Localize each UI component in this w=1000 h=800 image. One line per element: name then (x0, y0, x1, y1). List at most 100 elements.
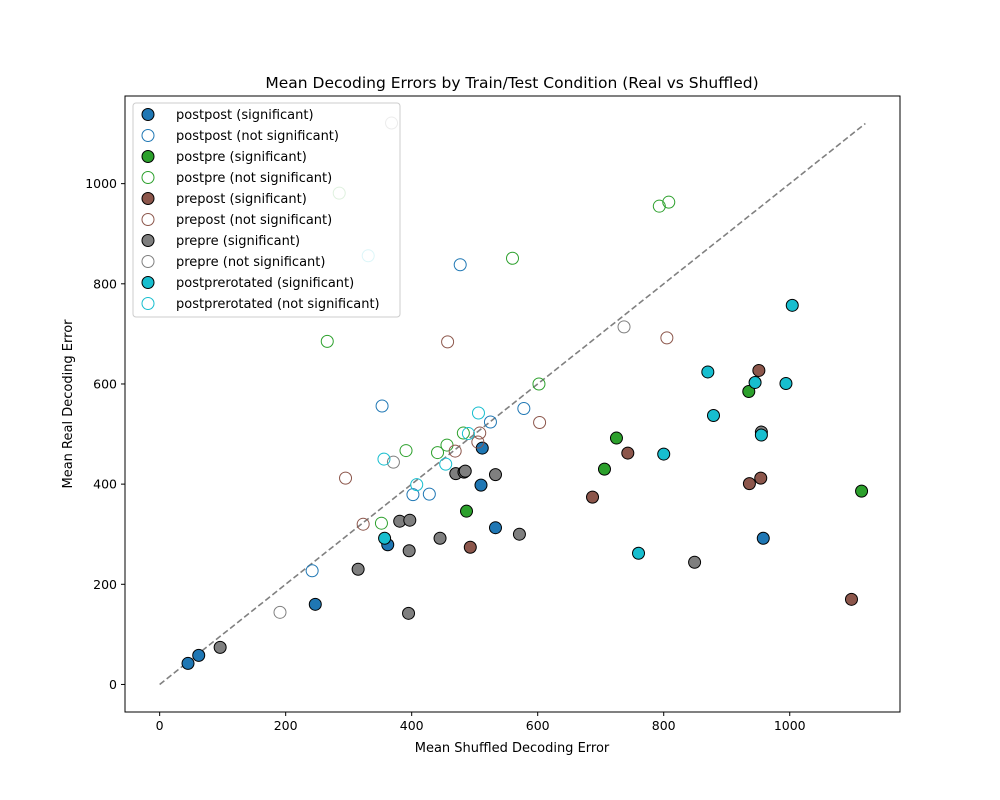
data-point-not-significant (273, 605, 287, 619)
data-point-not-significant (339, 471, 353, 485)
series-2 (460, 384, 869, 518)
series-4 (463, 363, 858, 606)
data-point-not-significant (473, 426, 487, 440)
legend-label: postpre (significant) (176, 150, 307, 165)
series-5 (339, 331, 674, 531)
legend-marker (141, 276, 155, 289)
series-8 (378, 298, 799, 560)
data-point-not-significant (517, 402, 531, 416)
series-3 (320, 186, 676, 530)
data-point-significant (844, 592, 858, 606)
data-point-significant (748, 375, 762, 389)
data-point-significant (463, 540, 477, 554)
series-1 (305, 258, 531, 578)
legend-frame (132, 102, 401, 318)
data-point-significant (192, 648, 206, 662)
x-tick-label: 0 (156, 718, 164, 733)
data-point-significant (742, 384, 756, 398)
data-point-significant (756, 531, 770, 545)
legend-marker (141, 192, 155, 205)
legend-marker (141, 213, 155, 226)
y-tick-label: 0 (109, 677, 117, 692)
data-point-not-significant (377, 452, 391, 466)
data-point-significant (351, 562, 365, 576)
y-tick-label: 1000 (85, 176, 117, 191)
data-point-significant (609, 431, 623, 445)
data-point-significant (688, 555, 702, 569)
data-point-significant (754, 428, 768, 442)
legend-marker (141, 255, 155, 268)
x-tick-label: 600 (526, 718, 550, 733)
data-point-significant (474, 478, 488, 492)
y-axis-label: Mean Real Decoding Error (61, 319, 76, 489)
legend-marker (141, 234, 155, 247)
data-point-not-significant (617, 320, 631, 334)
legend-label: prepre (not significant) (176, 255, 325, 270)
data-point-not-significant (453, 258, 467, 272)
y-tick-label: 400 (93, 477, 117, 492)
data-point-significant (742, 477, 756, 491)
data-point-significant (458, 464, 472, 478)
data-point-significant (181, 656, 195, 670)
data-point-not-significant (386, 455, 400, 469)
data-point-significant (586, 490, 600, 504)
legend-label: postprerotated (significant) (176, 276, 354, 291)
data-point-not-significant (439, 457, 453, 471)
data-point-significant (433, 531, 447, 545)
data-point-not-significant (374, 516, 388, 530)
legend-label: prepost (not significant) (176, 213, 332, 228)
data-point-significant (460, 504, 474, 518)
plot-frame (124, 95, 901, 713)
data-point-significant (488, 468, 502, 482)
legend-marker (141, 297, 155, 310)
data-point-significant (597, 462, 611, 476)
data-point-not-significant (532, 377, 546, 391)
data-point-significant (213, 640, 227, 654)
legend-label: postprerotated (not significant) (176, 297, 380, 312)
data-point-not-significant (662, 195, 676, 209)
legend: postpost (significant) postpost (not sign… (132, 102, 401, 318)
data-point-significant (403, 513, 417, 527)
legend-label: postpost (significant) (176, 108, 314, 123)
x-tick-label: 1000 (774, 718, 806, 733)
data-point-significant (378, 531, 392, 545)
data-point-significant (855, 484, 869, 498)
data-point-significant (512, 527, 526, 541)
y-axis: 0 200 400 600 800 1000 (85, 176, 125, 692)
x-tick-label: 200 (274, 718, 298, 733)
x-tick-label: 800 (652, 718, 676, 733)
data-point-significant (621, 446, 635, 460)
data-point-not-significant (652, 199, 666, 213)
legend-label: prepost (significant) (176, 192, 307, 207)
legend-marker (141, 150, 155, 163)
series-6 (213, 425, 768, 654)
data-point-significant (402, 606, 416, 620)
x-axis-label: Mean Shuffled Decoding Error (415, 741, 610, 756)
data-point-significant (308, 597, 322, 611)
x-tick-label: 400 (400, 718, 424, 733)
data-point-significant (488, 521, 502, 535)
x-axis: 0 200 400 600 800 1000 (156, 712, 806, 733)
y-tick-label: 600 (93, 376, 117, 391)
data-point-not-significant (471, 435, 485, 449)
data-point-significant (785, 298, 799, 312)
data-point-not-significant (399, 444, 413, 458)
data-point-not-significant (431, 446, 445, 460)
data-point-significant (632, 546, 646, 560)
data-point-not-significant (305, 564, 319, 578)
data-point-not-significant (422, 487, 436, 501)
data-point-not-significant (375, 399, 389, 413)
data-point-not-significant (410, 478, 424, 492)
data-point-not-significant (461, 427, 475, 441)
data-point-not-significant (448, 444, 462, 458)
legend-marker (141, 129, 155, 142)
y-tick-label: 200 (93, 577, 117, 592)
data-point-significant (402, 544, 416, 558)
data-point-not-significant (506, 251, 519, 265)
data-point-not-significant (441, 335, 455, 349)
legend-label: postpost (not significant) (176, 129, 339, 144)
data-point-significant (754, 471, 768, 485)
data-point-significant (779, 376, 793, 390)
data-point-not-significant (483, 415, 497, 429)
